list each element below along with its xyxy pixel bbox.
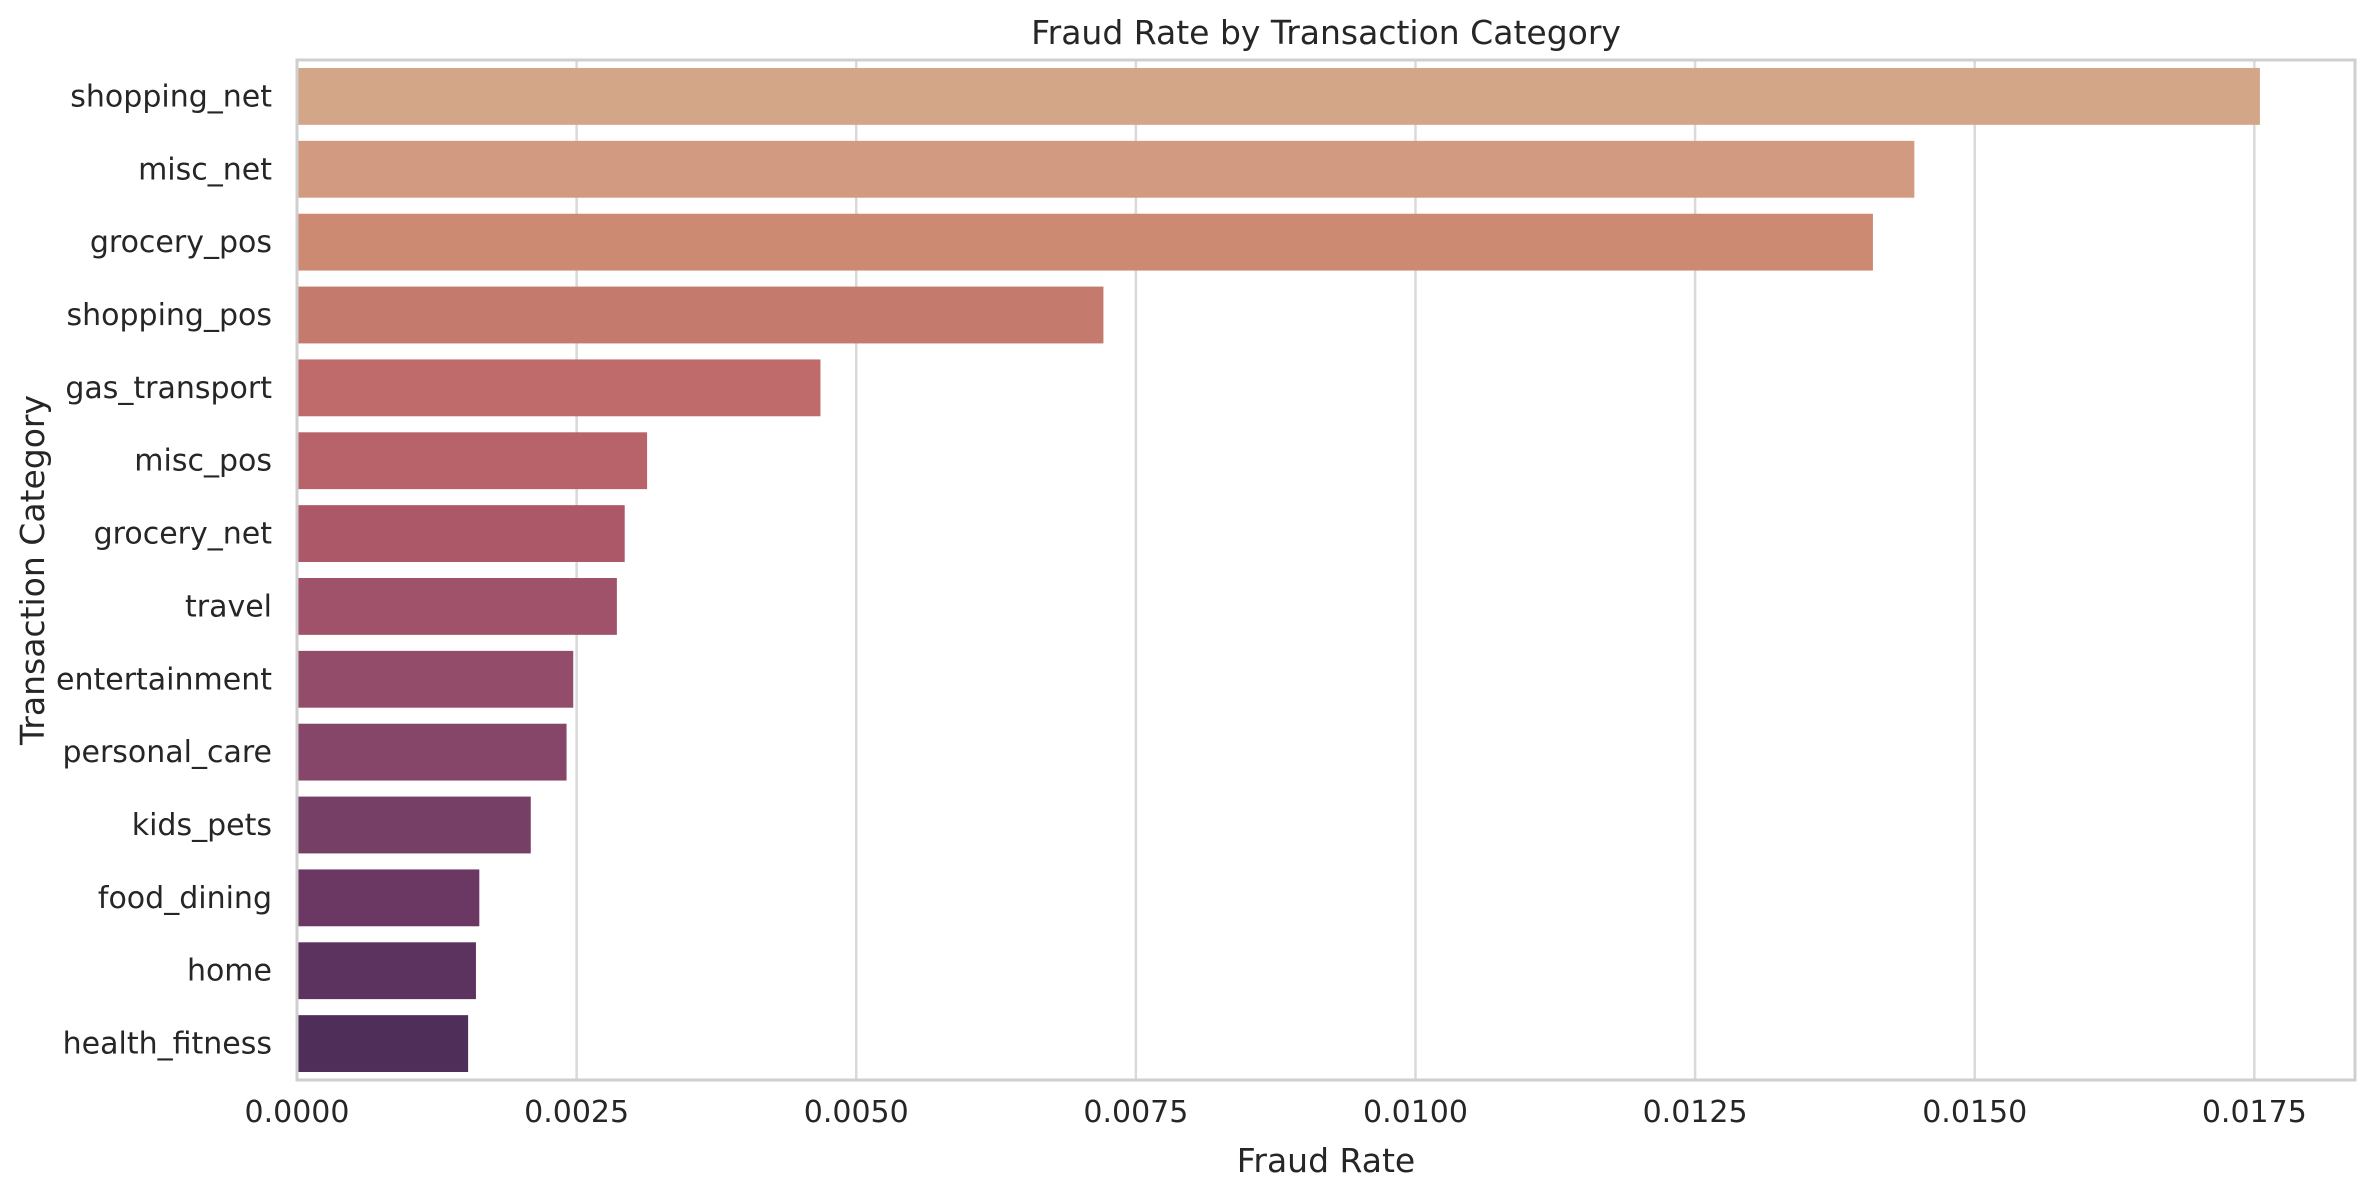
bar-shopping-pos <box>297 286 1104 344</box>
y-tick-label: personal_care <box>62 735 272 770</box>
y-tick-label: gas_transport <box>65 371 272 406</box>
bar-travel <box>297 578 617 635</box>
x-tick-label: 0.0000 <box>245 1095 350 1130</box>
bar-grocery-pos <box>297 213 1873 271</box>
y-tick-label: food_dining <box>98 881 272 916</box>
bar-entertainment <box>297 650 574 708</box>
x-tick-label: 0.0075 <box>1083 1095 1188 1130</box>
bar-food-dining <box>297 869 480 927</box>
x-tick-labels: 0.0000 0.0025 0.0050 0.0075 0.0100 0.0125 0.01… <box>245 1095 2307 1130</box>
grid-lines <box>295 60 2256 1080</box>
y-tick-label: travel <box>185 589 272 624</box>
y-tick-label: home <box>187 954 272 989</box>
y-tick-label: shopping_net <box>70 79 272 114</box>
bar-grocery-net <box>297 505 625 562</box>
bar-health-fitness <box>297 1015 469 1072</box>
y-tick-label: kids_pets <box>132 808 272 843</box>
bar-gas-transport <box>297 359 821 417</box>
plot-frame <box>295 58 2357 1082</box>
y-tick-label: misc_net <box>138 152 272 187</box>
y-tick-label: grocery_pos <box>90 225 272 260</box>
y-tick-label: misc_pos <box>134 444 272 479</box>
x-tick-label: 0.0025 <box>524 1095 629 1130</box>
x-tick-label: 0.0125 <box>1643 1095 1748 1130</box>
bar-misc-pos <box>297 432 648 490</box>
bar-personal-care <box>297 723 567 781</box>
bar-shopping-net <box>297 68 2260 125</box>
y-tick-label: entertainment <box>56 662 272 697</box>
x-tick-label: 0.0100 <box>1363 1095 1468 1130</box>
y-tick-labels: shopping_net misc_net grocery_pos shopping_… <box>56 79 272 1061</box>
bars <box>297 68 2260 1072</box>
y-tick-label: grocery_net <box>94 517 273 552</box>
bar-home <box>297 942 476 1000</box>
x-tick-label: 0.0050 <box>804 1095 909 1130</box>
x-tick-label: 0.0175 <box>2202 1095 2307 1130</box>
x-axis-title: Fraud Rate <box>1237 1141 1415 1180</box>
y-axis-title: Transaction Category <box>13 395 52 746</box>
bar-kids-pets <box>297 796 531 854</box>
bar-misc-net <box>297 140 1915 198</box>
y-tick-label: health_fitness <box>63 1027 272 1062</box>
y-tick-label: shopping_pos <box>66 298 272 333</box>
x-tick-label: 0.0150 <box>1922 1095 2027 1130</box>
chart-title: Fraud Rate by Transaction Category <box>1031 13 1621 52</box>
